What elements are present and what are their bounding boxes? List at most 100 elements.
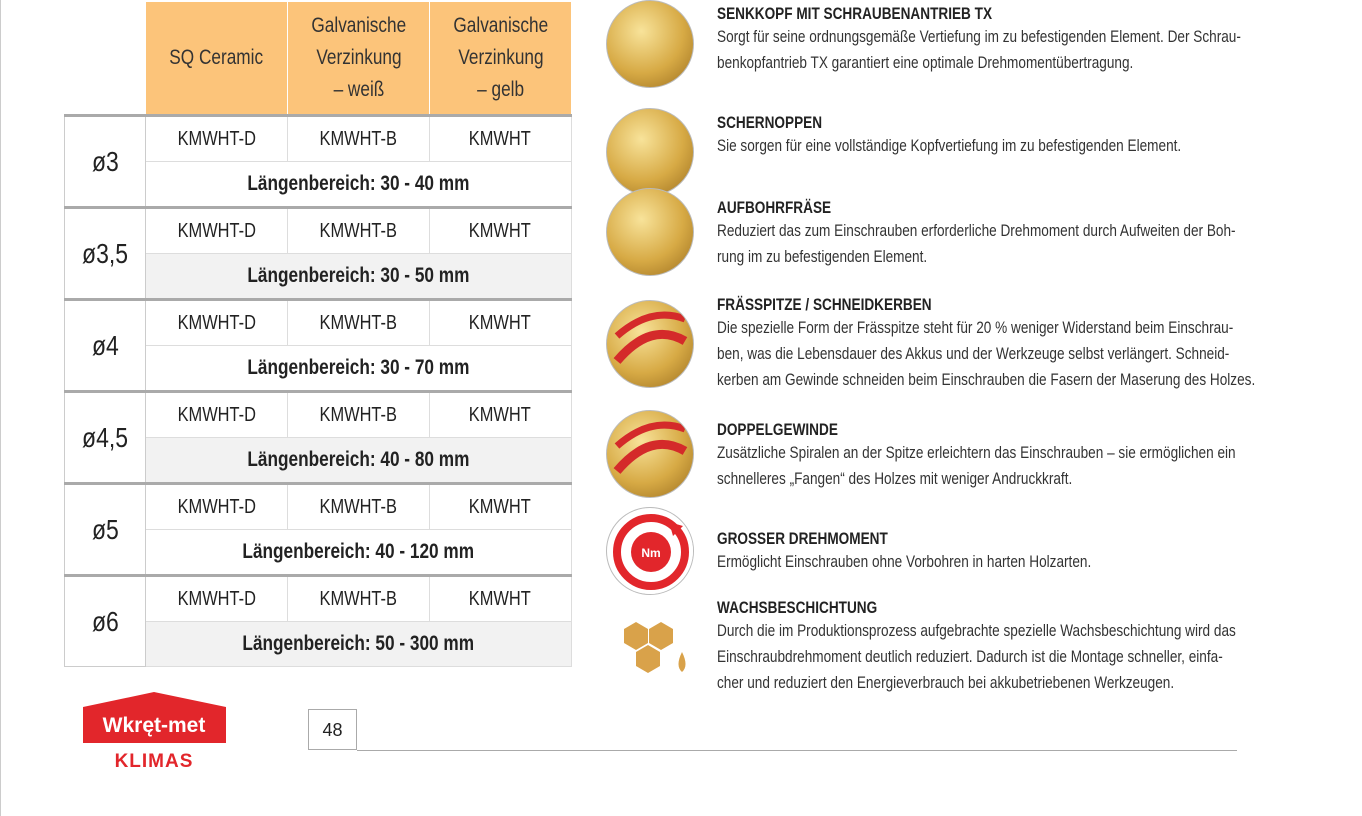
length-range: Längenbereich: 40 - 120 mm <box>242 540 475 563</box>
length-range: Längenbereich: 30 - 50 mm <box>247 264 470 287</box>
feature-description-line: Sie sorgen für eine vollständige Kopfver… <box>717 136 1182 155</box>
product-code-cell: KMWHT <box>429 298 572 346</box>
length-range-cell: Längenbereich: 40 - 80 mm <box>145 437 572 484</box>
product-code: KMWHT-B <box>319 403 398 426</box>
feature-title: DOPPELGEWINDE <box>717 420 838 439</box>
feature-block: WACHSBESCHICHTUNG Durch die im Produktio… <box>717 598 1317 696</box>
feature-description-line: cher und reduziert den Energieverbrauch … <box>717 673 1175 692</box>
screw-head-tx-icon <box>606 0 694 88</box>
product-code-cell: KMWHT-B <box>287 298 430 346</box>
feature-title: SENKKOPF MIT SCHRAUBENANTRIEB TX <box>717 4 993 23</box>
product-code: KMWHT <box>469 403 532 426</box>
length-row: Längenbereich: 30 - 70 mm <box>65 345 572 392</box>
product-code: KMWHT-B <box>319 311 398 334</box>
product-code-cell: KMWHT <box>429 482 572 530</box>
product-code: KMWHT-D <box>177 587 256 610</box>
diameter: ø3,5 <box>82 237 128 269</box>
svg-text:Nm: Nm <box>641 546 660 560</box>
length-range: Längenbereich: 40 - 80 mm <box>247 448 470 471</box>
blank-corner <box>64 2 146 116</box>
torque-icon: Nm <box>606 507 694 595</box>
table-row: ø6 KMWHT-D KMWHT-B KMWHT <box>64 574 572 667</box>
product-code: KMWHT <box>469 495 532 518</box>
product-code: KMWHT <box>469 587 532 610</box>
diameter: ø6 <box>91 605 119 637</box>
header-text: Galvanische <box>453 14 548 37</box>
length-range-cell: Längenbereich: 40 - 120 mm <box>145 529 572 576</box>
length-range-cell: Längenbereich: 50 - 300 mm <box>145 621 572 667</box>
product-table: SQ Ceramic Galvanische Verzinkung – weiß G… <box>64 2 572 667</box>
diameter: ø4,5 <box>82 421 128 453</box>
cutting-tip-icon <box>606 300 694 388</box>
length-row: Längenbereich: 50 - 300 mm <box>65 621 572 667</box>
header-galv-yellow: Galvanische Verzinkung – gelb <box>429 2 571 116</box>
feature-block: SENKKOPF MIT SCHRAUBENANTRIEB TX Sorgt f… <box>717 4 1317 76</box>
diameter-cell: ø3,5 <box>64 206 146 300</box>
diameter: ø4 <box>91 329 119 361</box>
header-galv-white: Galvanische Verzinkung – weiß <box>287 2 430 116</box>
length-range-cell: Längenbereich: 30 - 40 mm <box>145 161 572 208</box>
feature-title: FRÄSSPITZE / SCHNEIDKERBEN <box>717 295 932 314</box>
shear-ribs-icon <box>606 108 694 196</box>
header-sq-ceramic: SQ Ceramic <box>145 2 288 116</box>
svg-text:KLIMAS: KLIMAS <box>115 751 194 772</box>
product-code-cell: KMWHT-B <box>287 114 430 162</box>
product-code-cell: KMWHT-D <box>145 574 288 622</box>
diameter-cell: ø6 <box>64 574 146 667</box>
table-row: ø4,5 KMWHT-D KMWHT-B KMWHT <box>64 390 572 484</box>
feature-block: SCHERNOPPEN Sie sorgen für eine vollstän… <box>717 113 1317 159</box>
feature-description-line: kerben am Gewinde schneiden beim Einschr… <box>717 370 1256 389</box>
product-code-cell: KMWHT <box>429 574 572 622</box>
reamer-icon <box>606 188 694 276</box>
feature-block: FRÄSSPITZE / SCHNEIDKERBEN Die spezielle… <box>717 295 1317 393</box>
product-code: KMWHT-D <box>177 403 256 426</box>
product-code: KMWHT-D <box>177 127 256 150</box>
product-code: KMWHT-B <box>319 127 398 150</box>
diameter-cell: ø3 <box>64 114 146 208</box>
diameter-cell: ø4 <box>64 298 146 392</box>
length-row: Längenbereich: 30 - 40 mm <box>65 161 572 208</box>
svg-text:Wkręt-met: Wkręt-met <box>103 714 206 737</box>
header-text: Verzinkung <box>315 46 402 69</box>
product-code-cell: KMWHT-D <box>145 114 288 162</box>
length-range: Längenbereich: 50 - 300 mm <box>242 632 475 655</box>
product-code: KMWHT-D <box>177 495 256 518</box>
product-code: KMWHT-B <box>319 495 398 518</box>
product-code-cell: KMWHT-B <box>287 482 430 530</box>
table-row: ø5 KMWHT-D KMWHT-B KMWHT <box>64 482 572 576</box>
product-code-cell: KMWHT-B <box>287 206 430 254</box>
product-code-cell: KMWHT-B <box>287 390 430 438</box>
feature-title: GROSSER DREHMOMENT <box>717 529 888 548</box>
footer-rule <box>357 750 1237 751</box>
wkret-met-klimas-logo: Wkręt-met KLIMAS <box>83 692 226 772</box>
header-text: SQ Ceramic <box>169 46 264 69</box>
product-code: KMWHT-B <box>319 587 398 610</box>
product-code-cell: KMWHT <box>429 390 572 438</box>
header-text: Galvanische <box>311 14 406 37</box>
page-edge <box>0 0 1 816</box>
feature-description-line: rung im zu befestigenden Element. <box>717 247 928 266</box>
length-row: Längenbereich: 40 - 80 mm <box>65 437 572 484</box>
length-range-cell: Längenbereich: 30 - 70 mm <box>145 345 572 392</box>
product-code: KMWHT-B <box>319 219 398 242</box>
feature-description-line: ben, was die Lebensdauer des Akkus und d… <box>717 344 1230 363</box>
length-row: Längenbereich: 40 - 120 mm <box>65 529 572 576</box>
feature-title: WACHSBESCHICHTUNG <box>717 598 878 617</box>
feature-description-line: Einschraubdrehmoment deutlich reduziert.… <box>717 647 1223 666</box>
feature-block: AUFBOHRFRÄSE Reduziert das zum Einschrau… <box>717 198 1317 270</box>
table-header-row: SQ Ceramic Galvanische Verzinkung – weiß G… <box>64 2 571 116</box>
length-range: Längenbereich: 30 - 70 mm <box>247 356 470 379</box>
product-code-cell: KMWHT-D <box>145 298 288 346</box>
product-code-cell: KMWHT-D <box>145 206 288 254</box>
diameter: ø5 <box>91 513 119 545</box>
header-text: – gelb <box>477 78 524 101</box>
product-code-cell: KMWHT-B <box>287 574 430 622</box>
feature-description-line: Ermöglicht Einschrauben ohne Vorbohren i… <box>717 552 1092 571</box>
length-range-cell: Längenbereich: 30 - 50 mm <box>145 253 572 300</box>
product-code: KMWHT-D <box>177 219 256 242</box>
product-code: KMWHT-D <box>177 311 256 334</box>
table-row: ø3 KMWHT-D KMWHT-B KMWHT <box>64 114 572 208</box>
feature-description-line: Die spezielle Form der Frässpitze steht … <box>717 318 1234 337</box>
diameter-cell: ø5 <box>64 482 146 576</box>
diameter: ø3 <box>91 145 119 177</box>
